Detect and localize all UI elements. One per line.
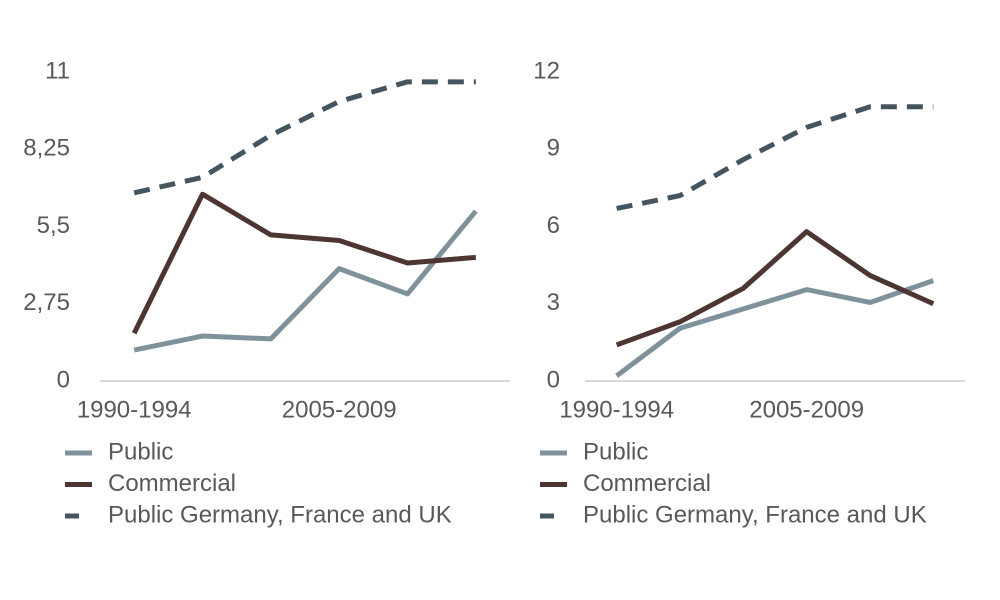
series-line [616,104,934,211]
legend-label: Public Germany, France and UK [108,501,452,528]
series-line [615,278,935,378]
x-tick-label: 2005-2009 [749,396,864,423]
legend-label: Public [108,438,173,465]
y-tick-label: 0 [57,366,70,393]
y-tick-label: 5,5 [37,212,70,239]
legend-label: Commercial [583,470,711,497]
y-tick-label: 11 [45,57,70,84]
y-tick-label: 9 [547,135,560,162]
series-line [615,229,935,348]
y-tick-label: 3 [547,289,560,316]
series-line [133,79,476,196]
y-tick-label: 0 [547,366,560,393]
x-tick-label: 2005-2009 [282,396,397,423]
series-line [133,209,478,353]
legend-label: Commercial [108,470,236,497]
y-tick-label: 8,25 [23,135,70,162]
series-line [131,191,477,335]
x-tick-label: 1990-1994 [559,396,674,423]
legend-label: Public [583,438,648,465]
y-tick-label: 2,75 [23,289,70,316]
y-tick-label: 6 [547,212,560,239]
x-tick-label: 1990-1994 [77,396,192,423]
y-tick-label: 12 [533,57,560,84]
legend-label: Public Germany, France and UK [583,501,927,528]
